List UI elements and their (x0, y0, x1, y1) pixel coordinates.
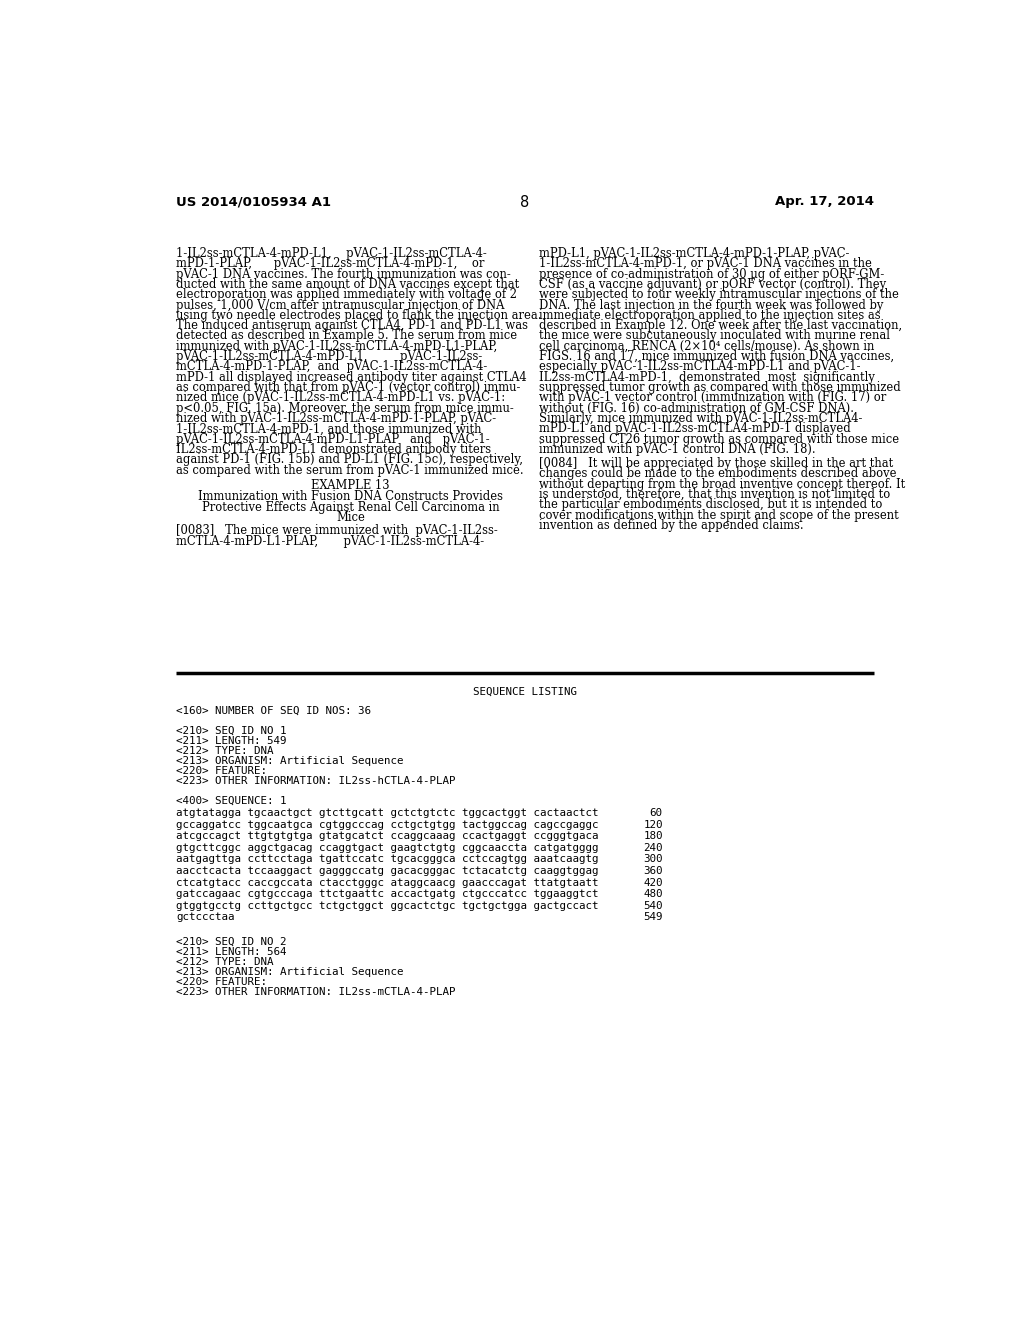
Text: described in Example 12. One week after the last vaccination,: described in Example 12. One week after … (539, 319, 902, 333)
Text: presence of co-administration of 30 μg of either pORF-GM-: presence of co-administration of 30 μg o… (539, 268, 884, 281)
Text: Apr. 17, 2014: Apr. 17, 2014 (774, 195, 873, 209)
Text: <211> LENGTH: 564: <211> LENGTH: 564 (176, 946, 287, 957)
Text: cover modifications within the spirit and scope of the present: cover modifications within the spirit an… (539, 508, 898, 521)
Text: 1-IL2ss-mCTLA-4-mPD-1, and those immunized with: 1-IL2ss-mCTLA-4-mPD-1, and those immuniz… (176, 422, 481, 436)
Text: atcgccagct ttgtgtgtga gtatgcatct ccaggcaaag ccactgaggt ccgggtgaca: atcgccagct ttgtgtgtga gtatgcatct ccaggca… (176, 832, 599, 841)
Text: without departing from the broad inventive concept thereof. It: without departing from the broad inventi… (539, 478, 905, 491)
Text: 540: 540 (643, 900, 663, 911)
Text: Immunization with Fusion DNA Constructs Provides: Immunization with Fusion DNA Constructs … (198, 491, 503, 503)
Text: <223> OTHER INFORMATION: IL2ss-hCTLA-4-PLAP: <223> OTHER INFORMATION: IL2ss-hCTLA-4-P… (176, 776, 456, 785)
Text: 1-IL2ss-mCTLA-4-mPD-L1,    pVAC-1-IL2ss-mCTLA-4-: 1-IL2ss-mCTLA-4-mPD-L1, pVAC-1-IL2ss-mCT… (176, 247, 486, 260)
Text: aatgagttga ccttcctaga tgattccatc tgcacgggca cctccagtgg aaatcaagtg: aatgagttga ccttcctaga tgattccatc tgcacgg… (176, 854, 599, 865)
Text: electroporation was applied immediately with voltage of 2: electroporation was applied immediately … (176, 288, 517, 301)
Text: using two needle electrodes placed to flank the injection area.: using two needle electrodes placed to fl… (176, 309, 542, 322)
Text: [0083]   The mice were immunized with  pVAC-1-IL2ss-: [0083] The mice were immunized with pVAC… (176, 524, 498, 537)
Text: 1-IL2ss-mCTLA-4-mPD-1, or pVAC-1 DNA vaccines in the: 1-IL2ss-mCTLA-4-mPD-1, or pVAC-1 DNA vac… (539, 257, 871, 271)
Text: especially pVAC-1-IL2ss-mCTLA4-mPD-L1 and pVAC-1-: especially pVAC-1-IL2ss-mCTLA4-mPD-L1 an… (539, 360, 860, 374)
Text: 300: 300 (643, 854, 663, 865)
Text: 549: 549 (643, 912, 663, 923)
Text: gccaggatcc tggcaatgca cgtggcccag cctgctgtgg tactggccag cagccgaggc: gccaggatcc tggcaatgca cgtggcccag cctgctg… (176, 820, 599, 830)
Text: SEQUENCE LISTING: SEQUENCE LISTING (473, 686, 577, 697)
Text: 60: 60 (650, 808, 663, 818)
Text: <400> SEQUENCE: 1: <400> SEQUENCE: 1 (176, 796, 287, 807)
Text: The induced antiserum against CTLA4, PD-1 and PD-L1 was: The induced antiserum against CTLA4, PD-… (176, 319, 528, 333)
Text: <220> FEATURE:: <220> FEATURE: (176, 977, 267, 987)
Text: 8: 8 (520, 195, 529, 210)
Text: mPD-L1 and pVAC-1-IL2ss-mCTLA4-mPD-1 displayed: mPD-L1 and pVAC-1-IL2ss-mCTLA4-mPD-1 dis… (539, 422, 851, 436)
Text: <213> ORGANISM: Artificial Sequence: <213> ORGANISM: Artificial Sequence (176, 756, 403, 766)
Text: as compared with that from pVAC-1 (vector control) immu-: as compared with that from pVAC-1 (vecto… (176, 381, 520, 395)
Text: mCTLA-4-mPD-L1-PLAP,       pVAC-1-IL2ss-mCTLA-4-: mCTLA-4-mPD-L1-PLAP, pVAC-1-IL2ss-mCTLA-… (176, 535, 484, 548)
Text: 420: 420 (643, 878, 663, 887)
Text: <220> FEATURE:: <220> FEATURE: (176, 766, 267, 776)
Text: FIGS. 16 and 17, mice immunized with fusion DNA vaccines,: FIGS. 16 and 17, mice immunized with fus… (539, 350, 894, 363)
Text: pVAC-1-IL2ss-mCTLA-4-mPD-L1,         pVAC-1-IL2ss-: pVAC-1-IL2ss-mCTLA-4-mPD-L1, pVAC-1-IL2s… (176, 350, 482, 363)
Text: US 2014/0105934 A1: US 2014/0105934 A1 (176, 195, 331, 209)
Text: the mice were subcutaneously inoculated with murine renal: the mice were subcutaneously inoculated … (539, 330, 890, 342)
Text: <213> ORGANISM: Artificial Sequence: <213> ORGANISM: Artificial Sequence (176, 966, 403, 977)
Text: <212> TYPE: DNA: <212> TYPE: DNA (176, 746, 273, 756)
Text: invention as defined by the appended claims.: invention as defined by the appended cla… (539, 519, 804, 532)
Text: gtgcttcggc aggctgacag ccaggtgact gaagtctgtg cggcaaccta catgatgggg: gtgcttcggc aggctgacag ccaggtgact gaagtct… (176, 843, 599, 853)
Text: cell carcinoma, RENCA (2×10⁴ cells/mouse). As shown in: cell carcinoma, RENCA (2×10⁴ cells/mouse… (539, 339, 874, 352)
Text: <211> LENGTH: 549: <211> LENGTH: 549 (176, 737, 287, 746)
Text: immediate electroporation applied to the injection sites as: immediate electroporation applied to the… (539, 309, 881, 322)
Text: 120: 120 (643, 820, 663, 830)
Text: nized with pVAC-1-IL2ss-mCTLA-4-mPD-1-PLAP, pVAC-: nized with pVAC-1-IL2ss-mCTLA-4-mPD-1-PL… (176, 412, 497, 425)
Text: <212> TYPE: DNA: <212> TYPE: DNA (176, 957, 273, 966)
Text: <210> SEQ ID NO 2: <210> SEQ ID NO 2 (176, 937, 287, 946)
Text: 240: 240 (643, 843, 663, 853)
Text: pulses, 1,000 V/cm after intramuscular injection of DNA: pulses, 1,000 V/cm after intramuscular i… (176, 298, 505, 312)
Text: ducted with the same amount of DNA vaccines except that: ducted with the same amount of DNA vacci… (176, 279, 519, 290)
Text: mCTLA-4-mPD-1-PLAP,  and  pVAC-1-IL2ss-mCTLA-4-: mCTLA-4-mPD-1-PLAP, and pVAC-1-IL2ss-mCT… (176, 360, 487, 374)
Text: gctccctaa: gctccctaa (176, 912, 234, 923)
Text: IL2ss-mCTLA4-mPD-1,  demonstrated  most  significantly: IL2ss-mCTLA4-mPD-1, demonstrated most si… (539, 371, 874, 384)
Text: detected as described in Example 5. The serum from mice: detected as described in Example 5. The … (176, 330, 517, 342)
Text: without (FIG. 16) co-administration of GM-CSF DNA).: without (FIG. 16) co-administration of G… (539, 401, 854, 414)
Text: nized mice (pVAC-1-IL2ss-mCTLA-4-mPD-L1 vs. pVAC-1:: nized mice (pVAC-1-IL2ss-mCTLA-4-mPD-L1 … (176, 392, 505, 404)
Text: immunized with pVAC-1 control DNA (FIG. 18).: immunized with pVAC-1 control DNA (FIG. … (539, 444, 815, 455)
Text: as compared with the serum from pVAC-1 immunized mice.: as compared with the serum from pVAC-1 i… (176, 463, 523, 477)
Text: [0084]   It will be appreciated by those skilled in the art that: [0084] It will be appreciated by those s… (539, 457, 893, 470)
Text: 360: 360 (643, 866, 663, 876)
Text: the particular embodiments disclosed, but it is intended to: the particular embodiments disclosed, bu… (539, 499, 882, 511)
Text: gtggtgcctg ccttgctgcc tctgctggct ggcactctgc tgctgctgga gactgccact: gtggtgcctg ccttgctgcc tctgctggct ggcactc… (176, 900, 599, 911)
Text: mPD-1 all displayed increased antibody titer against CTLA4: mPD-1 all displayed increased antibody t… (176, 371, 526, 384)
Text: mPD-1-PLAP,      pVAC-1-IL2ss-mCTLA-4-mPD-1,    or: mPD-1-PLAP, pVAC-1-IL2ss-mCTLA-4-mPD-1, … (176, 257, 484, 271)
Text: Mice: Mice (336, 511, 365, 524)
Text: suppressed CT26 tumor growth as compared with those mice: suppressed CT26 tumor growth as compared… (539, 433, 899, 446)
Text: p<0.05, FIG. 15a). Moreover, the serum from mice immu-: p<0.05, FIG. 15a). Moreover, the serum f… (176, 401, 514, 414)
Text: changes could be made to the embodiments described above: changes could be made to the embodiments… (539, 467, 896, 480)
Text: 180: 180 (643, 832, 663, 841)
Text: mPD-L1, pVAC-1-IL2ss-mCTLA-4-mPD-1-PLAP, pVAC-: mPD-L1, pVAC-1-IL2ss-mCTLA-4-mPD-1-PLAP,… (539, 247, 849, 260)
Text: against PD-1 (FIG. 15b) and PD-L1 (FIG. 15c), respectively,: against PD-1 (FIG. 15b) and PD-L1 (FIG. … (176, 453, 523, 466)
Text: Protective Effects Against Renal Cell Carcinoma in: Protective Effects Against Renal Cell Ca… (202, 500, 500, 513)
Text: CSF (as a vaccine adjuvant) or pORF vector (control). They: CSF (as a vaccine adjuvant) or pORF vect… (539, 279, 886, 290)
Text: IL2ss-mCTLA-4-mPD-L1 demonstrated antibody titers: IL2ss-mCTLA-4-mPD-L1 demonstrated antibo… (176, 444, 492, 455)
Text: pVAC-1-IL2ss-mCTLA-4-mPD-L1-PLAP   and   pVAC-1-: pVAC-1-IL2ss-mCTLA-4-mPD-L1-PLAP and pVA… (176, 433, 489, 446)
Text: <210> SEQ ID NO 1: <210> SEQ ID NO 1 (176, 726, 287, 735)
Text: immunized with pVAC-1-IL2ss-mCTLA-4-mPD-L1-PLAP,: immunized with pVAC-1-IL2ss-mCTLA-4-mPD-… (176, 339, 498, 352)
Text: <160> NUMBER OF SEQ ID NOS: 36: <160> NUMBER OF SEQ ID NOS: 36 (176, 706, 371, 715)
Text: <223> OTHER INFORMATION: IL2ss-mCTLA-4-PLAP: <223> OTHER INFORMATION: IL2ss-mCTLA-4-P… (176, 987, 456, 997)
Text: is understood, therefore, that this invention is not limited to: is understood, therefore, that this inve… (539, 488, 890, 502)
Text: EXAMPLE 13: EXAMPLE 13 (311, 479, 390, 491)
Text: were subjected to four weekly intramuscular injections of the: were subjected to four weekly intramuscu… (539, 288, 899, 301)
Text: DNA. The last injection in the fourth week was followed by: DNA. The last injection in the fourth we… (539, 298, 883, 312)
Text: gatccagaac cgtgcccaga ttctgaattc accactgatg ctgcccatcc tggaaggtct: gatccagaac cgtgcccaga ttctgaattc accactg… (176, 890, 599, 899)
Text: with pVAC-1 vector control (immunization with (FIG. 17) or: with pVAC-1 vector control (immunization… (539, 392, 886, 404)
Text: ctcatgtacc caccgccata ctacctgggc ataggcaacg gaacccagat ttatgtaatt: ctcatgtacc caccgccata ctacctgggc ataggca… (176, 878, 599, 887)
Text: 480: 480 (643, 890, 663, 899)
Text: aacctcacta tccaaggact gagggccatg gacacgggac tctacatctg caaggtggag: aacctcacta tccaaggact gagggccatg gacacgg… (176, 866, 599, 876)
Text: pVAC-1 DNA vaccines. The fourth immunization was con-: pVAC-1 DNA vaccines. The fourth immuniza… (176, 268, 511, 281)
Text: Similarly, mice immunized with pVAC-1-IL2ss-mCTLA4-: Similarly, mice immunized with pVAC-1-IL… (539, 412, 862, 425)
Text: atgtatagga tgcaactgct gtcttgcatt gctctgtctc tggcactggt cactaactct: atgtatagga tgcaactgct gtcttgcatt gctctgt… (176, 808, 599, 818)
Text: suppressed tumor growth as compared with those immunized: suppressed tumor growth as compared with… (539, 381, 900, 395)
